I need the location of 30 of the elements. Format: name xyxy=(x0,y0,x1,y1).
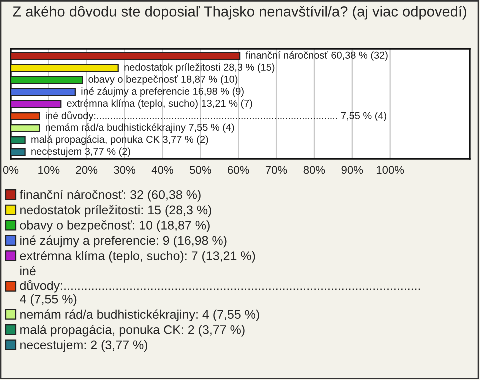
legend-label: malá propagácia, ponuka CK: 2 (3,77 %) xyxy=(20,325,245,337)
x-tick-label: 100% xyxy=(376,166,404,174)
x-tick-label: 70% xyxy=(266,166,288,174)
x-tick-label: 40% xyxy=(152,166,174,174)
legend-label: nedostatok príležitosti: 15 (28,3 %) xyxy=(20,205,212,218)
legend-label: iné důvody:....................................................................................................... 4 (7,55 %) xyxy=(20,266,420,306)
data-label: iné důvody:....................................................................................... 7,55 % (4) xyxy=(46,111,386,122)
data-label: nemám rád/a budhistickékrajiny 7,55 % (4) xyxy=(46,124,234,134)
legend-label: iné záujmy a preferencie: 9 (16,98 %) xyxy=(20,236,227,248)
legend-label: necestujem: 2 (3,77 %) xyxy=(20,340,148,352)
x-tick-label: 80% xyxy=(304,166,326,174)
x-tick-label: 30% xyxy=(114,166,136,174)
x-tick-label: 20% xyxy=(76,166,98,174)
x-tick-label: 0% xyxy=(3,166,19,174)
data-label: malá propagácia, ponuka CK 3,77 % (2) xyxy=(32,136,208,146)
data-label: finanční náročnosť 60,38 % (32) xyxy=(246,51,388,61)
x-tick-label: 10% xyxy=(38,166,60,174)
x-tick-label: 60% xyxy=(228,166,250,174)
legend-label: obavy o bezpečnosť: 10 (18,87 %) xyxy=(20,220,210,232)
chart-title: Z akého dôvodu ste doposiaľ Thajsko nenavštívil/a? (aj viac odpovedí) xyxy=(13,6,466,20)
data-label: iné záujmy a preferencie 16,98 % (9) xyxy=(82,88,244,97)
data-label: necestujem 3,77 % (2) xyxy=(32,148,130,158)
x-tick-label: 50% xyxy=(190,166,212,174)
data-label: extrémna klíma (teplo, sucho) 13,21 % (7) xyxy=(67,100,252,110)
legend-label: extrémna klíma (teplo, sucho): 7 (13,21 %) xyxy=(20,251,256,263)
legend-label: nemám rád/a budhistickékrajiny: 4 (7,55 %) xyxy=(20,310,260,322)
data-label: nedostatok príležitosti 28,3 % (15) xyxy=(124,64,275,73)
legend-label: finanční náročnosť: 32 (60,38 %) xyxy=(20,190,201,202)
x-tick-label: 90% xyxy=(342,166,364,174)
data-label: obavy o bezpečnosť 18,87 % (10) xyxy=(88,76,238,85)
